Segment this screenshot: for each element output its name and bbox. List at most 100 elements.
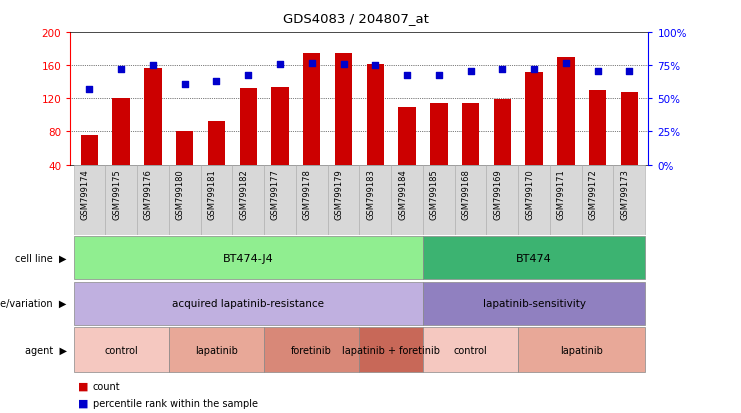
Text: ■: ■ [78,398,88,408]
FancyBboxPatch shape [518,165,550,235]
FancyBboxPatch shape [264,328,359,373]
Bar [557,58,574,165]
Text: lapatinib-sensitivity: lapatinib-sensitivity [482,299,585,309]
Text: GSM799176: GSM799176 [144,169,153,219]
Bar [589,91,606,165]
Bar [207,121,225,165]
Point [179,81,190,88]
FancyBboxPatch shape [169,328,264,373]
Point [84,87,96,93]
Point [210,78,222,85]
Point [338,62,350,68]
Text: GSM799173: GSM799173 [620,169,629,219]
FancyBboxPatch shape [169,165,201,235]
Bar [144,69,162,165]
Point [496,67,508,74]
FancyBboxPatch shape [455,165,486,235]
Text: GSM799168: GSM799168 [462,169,471,219]
Text: lapatinib + foretinib: lapatinib + foretinib [342,345,440,355]
FancyBboxPatch shape [359,165,391,235]
Text: GSM799178: GSM799178 [303,169,312,219]
FancyBboxPatch shape [550,165,582,235]
Text: GSM799184: GSM799184 [398,169,407,219]
Point [401,72,413,78]
Bar [176,131,193,165]
Text: GSM799180: GSM799180 [176,169,185,219]
Bar [271,88,289,165]
Text: GSM799182: GSM799182 [239,169,248,219]
Text: GSM799179: GSM799179 [334,169,344,219]
Bar [303,54,320,165]
FancyBboxPatch shape [105,165,137,235]
FancyBboxPatch shape [73,165,105,235]
FancyBboxPatch shape [486,165,518,235]
Text: foretinib: foretinib [291,345,332,355]
Text: GSM799171: GSM799171 [556,169,566,219]
FancyBboxPatch shape [296,165,328,235]
FancyBboxPatch shape [73,237,423,280]
Text: GSM799175: GSM799175 [112,169,122,219]
FancyBboxPatch shape [137,165,169,235]
FancyBboxPatch shape [423,165,455,235]
Text: BT474: BT474 [516,253,552,263]
Point [465,68,476,75]
FancyBboxPatch shape [582,165,614,235]
Text: count: count [93,381,120,391]
FancyBboxPatch shape [73,282,423,325]
Text: lapatinib: lapatinib [195,345,238,355]
Bar [430,103,448,165]
Text: genotype/variation  ▶: genotype/variation ▶ [0,299,67,309]
FancyBboxPatch shape [328,165,359,235]
Point [560,60,572,67]
Text: GDS4083 / 204807_at: GDS4083 / 204807_at [283,12,428,25]
Text: agent  ▶: agent ▶ [24,345,67,355]
FancyBboxPatch shape [264,165,296,235]
Text: GSM799183: GSM799183 [366,169,375,219]
Text: control: control [453,345,488,355]
FancyBboxPatch shape [423,282,645,325]
Text: GSM799169: GSM799169 [494,169,502,219]
FancyBboxPatch shape [423,328,518,373]
Point [528,67,540,74]
Text: GSM799174: GSM799174 [81,169,90,219]
Bar [335,54,352,165]
Point [116,67,127,74]
Bar [81,135,98,165]
Text: BT474-J4: BT474-J4 [223,253,273,263]
Text: GSM799172: GSM799172 [588,169,597,219]
Point [242,72,254,78]
FancyBboxPatch shape [73,328,169,373]
Bar [462,103,479,165]
Bar [620,93,638,165]
FancyBboxPatch shape [423,237,645,280]
Point [274,62,286,68]
Text: GSM799181: GSM799181 [207,169,216,219]
Point [306,60,318,67]
Point [369,63,381,69]
Point [591,68,603,75]
FancyBboxPatch shape [518,328,645,373]
FancyBboxPatch shape [359,328,423,373]
Point [623,68,635,75]
Text: control: control [104,345,138,355]
Text: GSM799185: GSM799185 [430,169,439,219]
Text: GSM799170: GSM799170 [525,169,534,219]
FancyBboxPatch shape [201,165,233,235]
Point [433,72,445,78]
Bar [113,99,130,165]
Bar [239,88,257,165]
Point [147,63,159,69]
Bar [367,64,384,165]
Bar [494,100,511,165]
Text: acquired lapatinib-resistance: acquired lapatinib-resistance [172,299,325,309]
FancyBboxPatch shape [391,165,423,235]
Text: lapatinib: lapatinib [560,345,603,355]
Bar [525,73,542,165]
Text: cell line  ▶: cell line ▶ [15,253,67,263]
Text: percentile rank within the sample: percentile rank within the sample [93,398,258,408]
Bar [398,107,416,165]
Text: ■: ■ [78,381,88,391]
FancyBboxPatch shape [614,165,645,235]
FancyBboxPatch shape [233,165,264,235]
Text: GSM799177: GSM799177 [271,169,280,219]
